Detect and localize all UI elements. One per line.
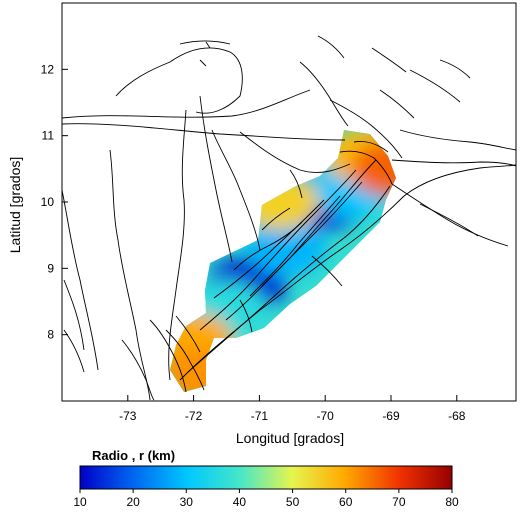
x-tick-label: -70	[317, 409, 335, 423]
x-axis-ticks: -73 -72 -71 -70 -69 -68	[119, 395, 466, 423]
colorbar-tick-label: 30	[180, 495, 194, 509]
x-axis-label: Longitud [grados]	[236, 430, 344, 446]
colorbar-tick-label: 40	[233, 495, 247, 509]
radius-field	[170, 130, 396, 392]
radius-field-cell	[245, 220, 326, 277]
radius-field-cell	[170, 346, 241, 392]
colorbar-tick-label: 80	[445, 495, 459, 509]
colorbar-tick-label: 20	[126, 495, 140, 509]
x-tick-label: -71	[251, 409, 269, 423]
y-axis-ticks: 8 9 10 11 12	[41, 62, 68, 342]
colorbar-tick-label: 10	[73, 495, 87, 509]
x-tick-label: -73	[119, 409, 137, 423]
y-axis-label: Latitud [grados]	[7, 157, 23, 254]
colorbar-title: Radio , r (km)	[92, 448, 175, 463]
x-tick-label: -68	[448, 409, 466, 423]
fault-lines	[62, 35, 516, 401]
y-tick-label: 9	[47, 261, 54, 275]
colorbar-ticks: 10 20 30 40 50 60 70 80	[73, 489, 459, 509]
colorbar-tick-label: 70	[392, 495, 406, 509]
colorbar	[79, 465, 453, 490]
colorbar-tick-label: 60	[339, 495, 353, 509]
x-tick-label: -72	[185, 409, 203, 423]
y-tick-label: 8	[47, 328, 54, 342]
y-tick-label: 10	[41, 195, 55, 209]
radius-field-cell	[350, 140, 396, 197]
y-tick-label: 12	[41, 62, 55, 76]
colorbar-tick-label: 50	[286, 495, 300, 509]
y-tick-label: 11	[42, 129, 55, 143]
x-tick-label: -69	[382, 409, 400, 423]
radius-field-cell	[239, 174, 320, 230]
